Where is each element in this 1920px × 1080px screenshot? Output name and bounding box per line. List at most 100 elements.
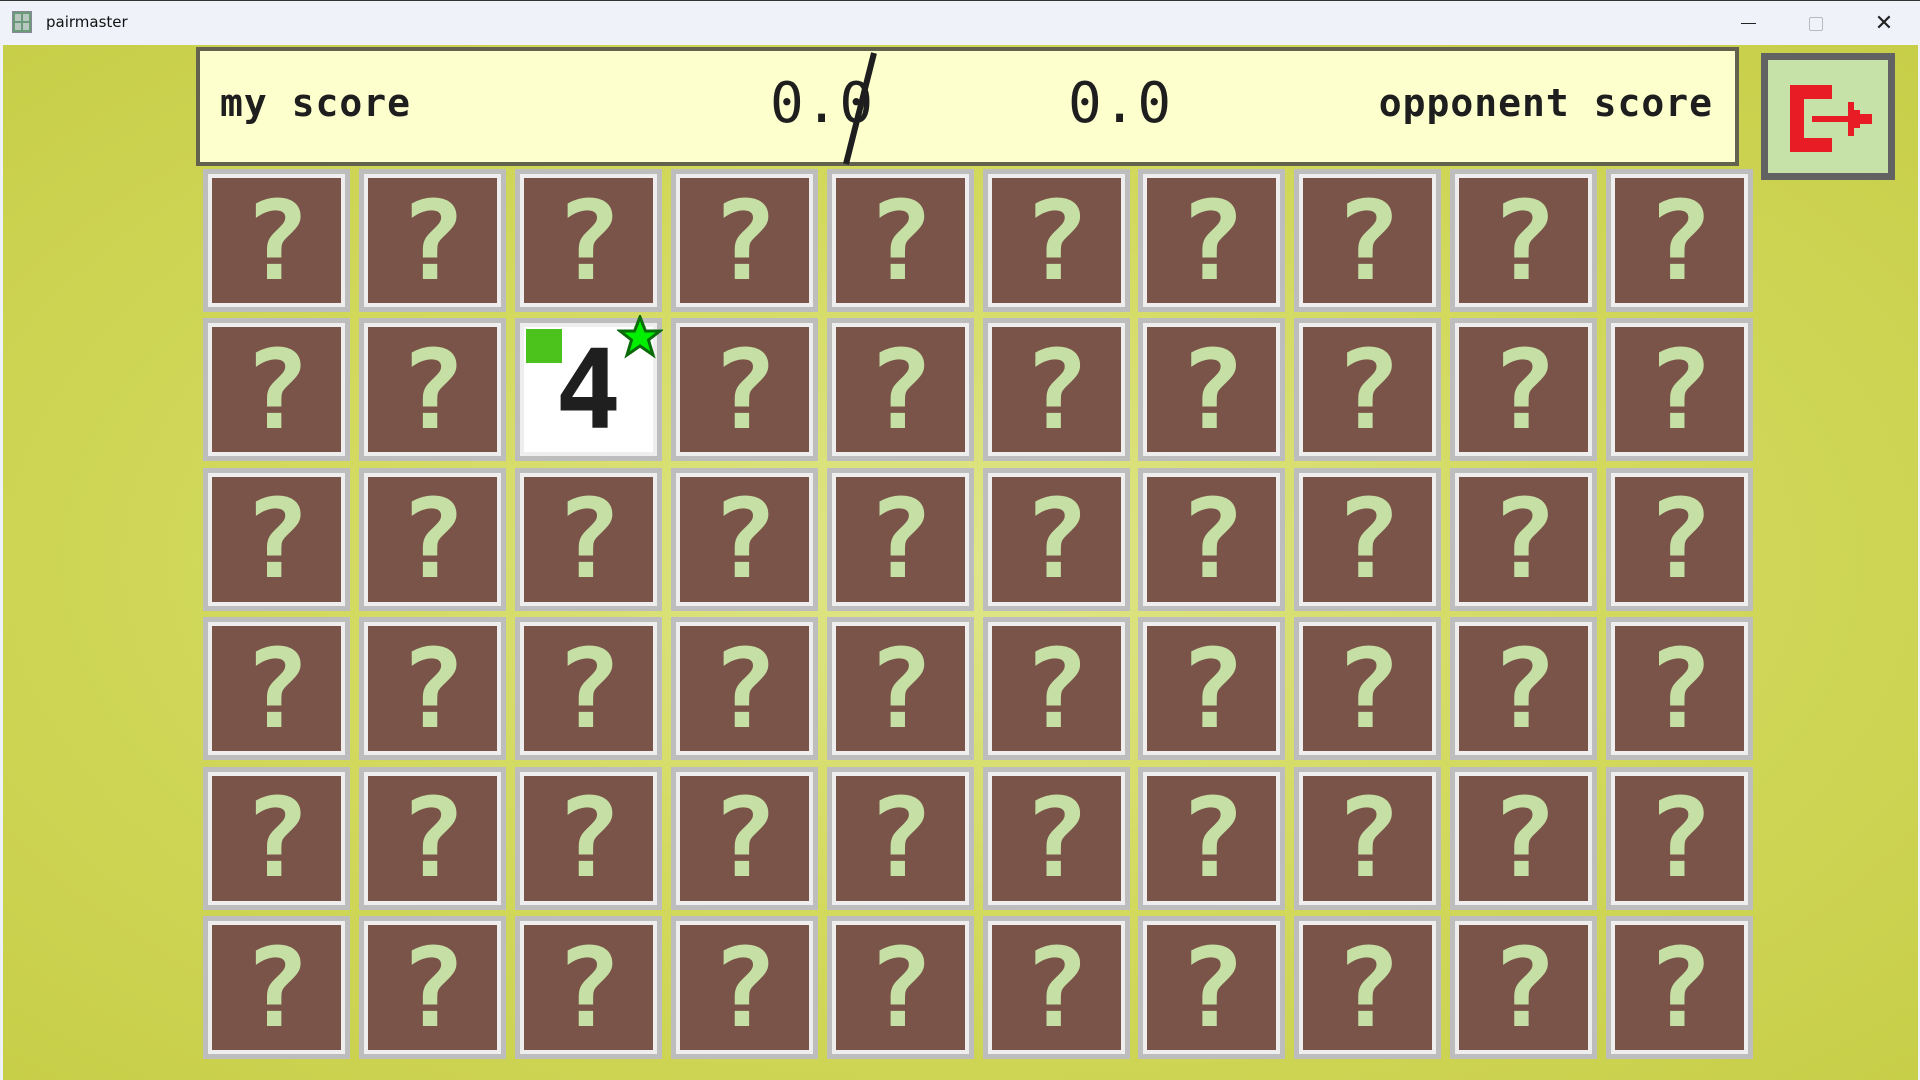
title-bar: pairmaster ✕ <box>0 0 1920 45</box>
card-hidden[interactable]: ? <box>826 318 974 462</box>
card-hidden[interactable]: ? <box>514 169 662 312</box>
card-face: ? <box>675 323 813 457</box>
card-hidden[interactable]: ? <box>670 318 818 462</box>
card-hidden[interactable]: ? <box>1606 318 1754 462</box>
card-hidden[interactable]: ? <box>670 169 818 312</box>
card-hidden[interactable]: ? <box>358 916 506 1059</box>
card-hidden[interactable]: ? <box>514 617 662 761</box>
card-hidden[interactable]: ? <box>1606 617 1754 761</box>
card-hidden[interactable]: ? <box>1294 169 1442 312</box>
card-face: ? <box>1299 174 1437 307</box>
card-hidden[interactable]: ? <box>203 467 350 611</box>
card-hidden[interactable]: ? <box>1138 916 1286 1059</box>
card-hidden[interactable]: ? <box>1294 916 1442 1059</box>
card-hidden[interactable]: ? <box>826 916 974 1059</box>
card-face: ? <box>831 323 969 457</box>
card-hidden[interactable]: ? <box>1138 467 1286 611</box>
question-mark-icon: ? <box>1022 774 1090 903</box>
card-revealed[interactable]: 4 <box>514 315 663 462</box>
card-face: ? <box>831 771 969 905</box>
question-mark-icon: ? <box>1646 475 1713 604</box>
question-mark-icon: ? <box>1646 624 1713 753</box>
card-hidden[interactable]: ? <box>1294 318 1442 462</box>
minimize-button[interactable] <box>1718 1 1778 46</box>
card-hidden[interactable]: ? <box>514 467 662 611</box>
card-hidden[interactable]: ? <box>826 467 974 611</box>
card-hidden[interactable]: ? <box>982 766 1130 910</box>
question-mark-icon: ? <box>1646 923 1713 1052</box>
card-face: ? <box>208 921 345 1054</box>
question-mark-icon: ? <box>1490 475 1557 604</box>
card-hidden[interactable]: ? <box>514 766 662 910</box>
question-mark-icon: ? <box>1022 176 1090 305</box>
game-area: my score 0.0 0.0 opponent score ????????… <box>3 45 1918 1080</box>
card-hidden[interactable]: ? <box>1138 617 1286 761</box>
score-panel: my score 0.0 0.0 opponent score <box>196 47 1739 166</box>
opponent-score-label: opponent score <box>1378 81 1713 125</box>
card-hidden[interactable]: ? <box>982 916 1130 1059</box>
card-hidden[interactable]: ? <box>358 169 506 312</box>
card-hidden[interactable]: ? <box>358 617 506 761</box>
card-hidden[interactable]: ? <box>826 169 974 312</box>
card-hidden[interactable]: ? <box>1138 169 1286 312</box>
question-mark-icon: ? <box>1490 176 1557 305</box>
card-hidden[interactable]: ? <box>1606 169 1754 312</box>
card-hidden[interactable]: ? <box>1138 318 1286 462</box>
card-hidden[interactable]: ? <box>1606 916 1754 1059</box>
question-mark-icon: ? <box>866 176 934 305</box>
card-hidden[interactable]: ? <box>1294 467 1442 611</box>
card-hidden[interactable]: ? <box>1606 766 1754 910</box>
card-hidden[interactable]: ? <box>1606 467 1754 611</box>
card-hidden[interactable]: ? <box>670 467 818 611</box>
maximize-button[interactable] <box>1786 1 1846 46</box>
question-mark-icon: ? <box>555 624 622 753</box>
card-face: ? <box>1455 174 1593 307</box>
question-mark-icon: ? <box>243 475 310 604</box>
card-hidden[interactable]: ? <box>514 916 662 1059</box>
card-face: ? <box>831 472 969 606</box>
card-hidden[interactable]: ? <box>1450 318 1598 462</box>
card-hidden[interactable]: ? <box>670 617 818 761</box>
card-hidden[interactable]: ? <box>203 916 350 1059</box>
card-hidden[interactable]: ? <box>670 766 818 910</box>
card-hidden[interactable]: ? <box>358 467 506 611</box>
card-hidden[interactable]: ? <box>1138 766 1286 910</box>
card-hidden[interactable]: ? <box>203 766 350 910</box>
question-mark-icon: ? <box>1022 624 1090 753</box>
question-mark-icon: ? <box>711 475 778 604</box>
card-face: ? <box>208 622 345 756</box>
card-hidden[interactable]: ? <box>1450 916 1598 1059</box>
card-hidden[interactable]: ? <box>203 169 350 312</box>
question-mark-icon: ? <box>1022 325 1090 454</box>
card-hidden[interactable]: ? <box>1294 766 1442 910</box>
card-hidden[interactable]: ? <box>982 617 1130 761</box>
card-face: ? <box>1299 771 1437 905</box>
card-face: ? <box>519 921 657 1054</box>
card-face: ? <box>1455 472 1593 606</box>
card-face: ? <box>363 472 501 606</box>
card-hidden[interactable]: ? <box>982 467 1130 611</box>
card-hidden[interactable]: ? <box>358 766 506 910</box>
card-hidden[interactable]: ? <box>826 617 974 761</box>
card-hidden[interactable]: ? <box>1450 467 1598 611</box>
card-hidden[interactable]: ? <box>982 169 1130 312</box>
close-button[interactable]: ✕ <box>1854 1 1914 46</box>
card-hidden[interactable]: ? <box>1450 169 1598 312</box>
card-hidden[interactable]: ? <box>670 916 818 1059</box>
question-mark-icon: ? <box>1178 475 1245 604</box>
question-mark-icon: ? <box>243 176 310 305</box>
card-face: ? <box>1611 472 1749 606</box>
card-hidden[interactable]: ? <box>1450 766 1598 910</box>
card-hidden[interactable]: ? <box>358 318 506 462</box>
exit-button[interactable] <box>1761 53 1895 180</box>
card-hidden[interactable]: ? <box>1450 617 1598 761</box>
card-hidden[interactable]: ? <box>826 766 974 910</box>
question-mark-icon: ? <box>399 176 466 305</box>
card-hidden[interactable]: ? <box>1294 617 1442 761</box>
card-hidden[interactable]: ? <box>982 318 1130 462</box>
question-mark-icon: ? <box>1490 624 1557 753</box>
question-mark-icon: ? <box>1334 774 1401 903</box>
card-hidden[interactable]: ? <box>203 318 350 462</box>
card-hidden[interactable]: ? <box>203 617 350 761</box>
player-marker <box>525 329 562 364</box>
